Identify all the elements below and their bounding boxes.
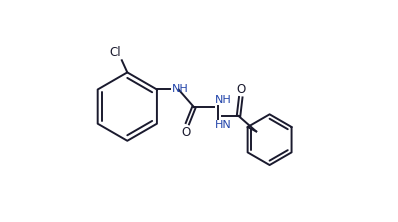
Text: Cl: Cl <box>109 46 121 59</box>
Text: O: O <box>236 83 246 96</box>
Text: NH: NH <box>172 85 189 95</box>
Text: O: O <box>181 126 191 139</box>
Text: NH: NH <box>215 95 232 105</box>
Text: HN: HN <box>215 120 232 130</box>
